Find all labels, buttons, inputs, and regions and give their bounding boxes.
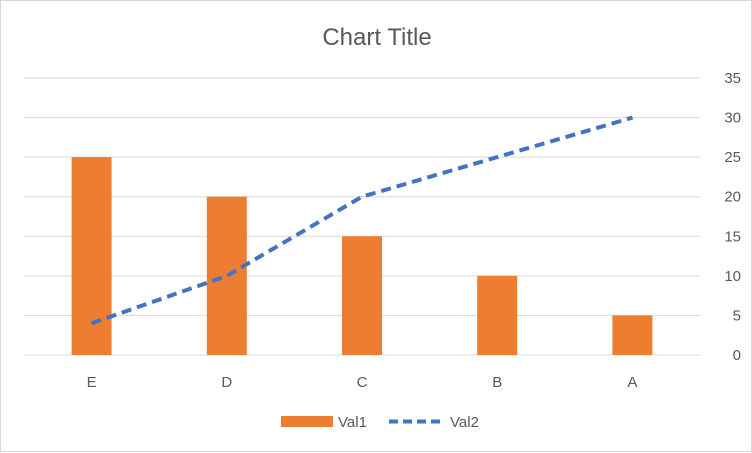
point-val2-E [91, 322, 93, 324]
legend-label-val2: Val2 [450, 414, 479, 431]
legend: Val1 Val2 [281, 414, 479, 431]
y-tick-label: 25 [724, 149, 741, 166]
y-tick-label: 15 [724, 228, 741, 245]
x-tick-label: B [492, 374, 502, 391]
x-tick-label: E [87, 374, 97, 391]
x-tick-label: C [357, 374, 368, 391]
point-val2-B [496, 156, 498, 158]
point-val2-C [361, 196, 363, 198]
y-tick-label: 10 [724, 268, 741, 285]
bar-A [612, 315, 653, 355]
y-tick-label: 0 [733, 347, 741, 364]
point-val2-A [631, 117, 633, 119]
x-tick-label: D [221, 374, 232, 391]
point-val2-D [226, 275, 228, 277]
y-tick-label: 30 [724, 110, 741, 127]
y-tick-label: 35 [724, 70, 741, 87]
line-val2 [90, 115, 633, 326]
legend-swatch-val1 [281, 416, 333, 427]
bar-series [71, 157, 653, 355]
y-axis-ticks: 0 5 10 15 20 25 30 35 [724, 70, 741, 364]
y-tick-label: 5 [733, 307, 741, 324]
bar-C [342, 236, 382, 355]
y-tick-label: 20 [724, 189, 741, 206]
x-tick-label: A [627, 374, 637, 391]
line-series [90, 115, 633, 326]
chart-title: Chart Title [322, 24, 431, 51]
bar-B [477, 275, 518, 355]
bar-E [71, 157, 112, 355]
legend-label-val1: Val1 [338, 414, 367, 431]
